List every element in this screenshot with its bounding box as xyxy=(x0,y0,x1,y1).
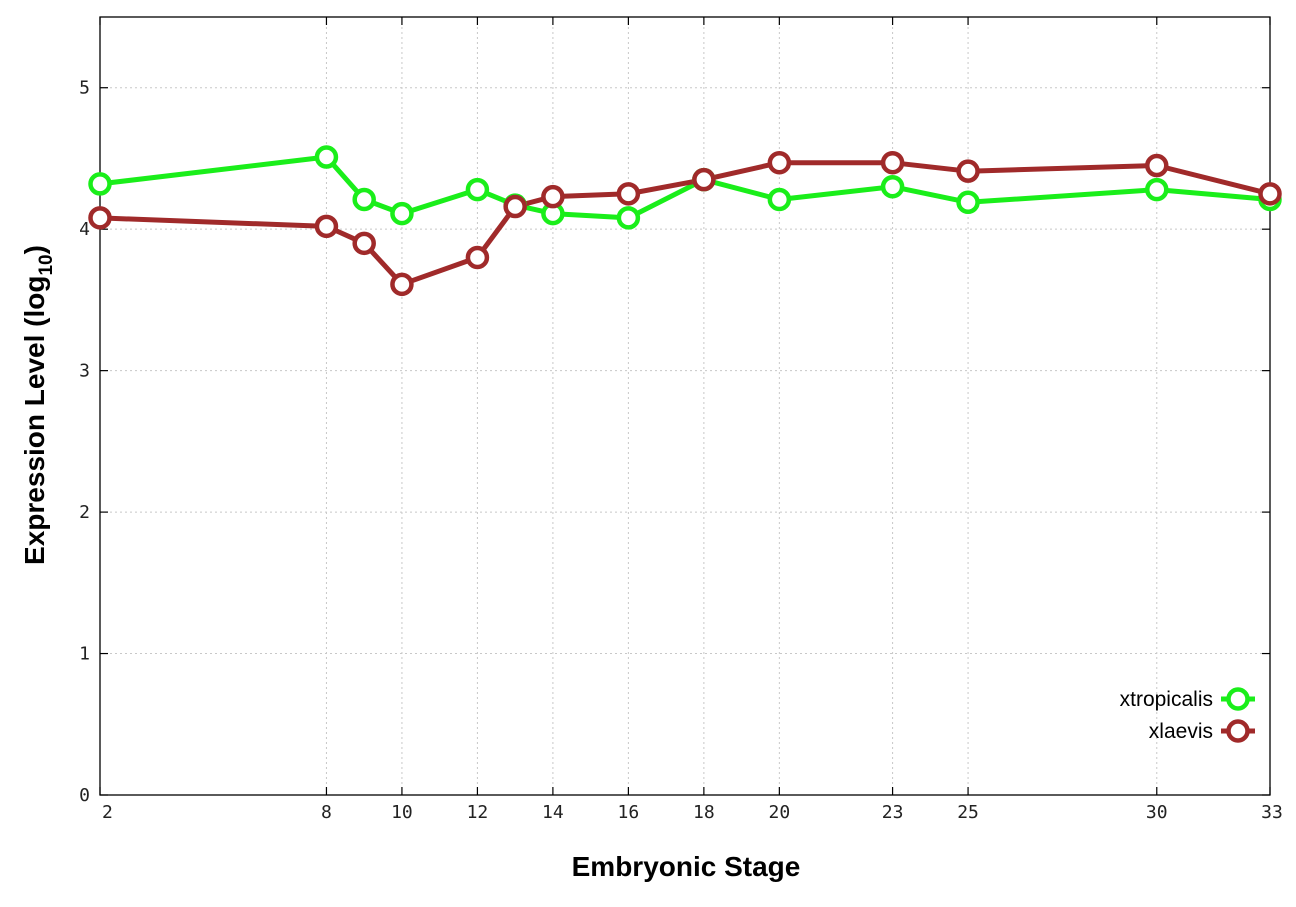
y-tick-label: 0 xyxy=(79,785,90,806)
data-point-xlaevis xyxy=(352,231,376,256)
x-tick-label: 33 xyxy=(1261,802,1283,823)
data-point-xtropicalis xyxy=(314,145,339,169)
data-point-xtropicalis xyxy=(390,201,414,226)
legend-marker-xtropicalis xyxy=(1226,687,1250,711)
plot-frame xyxy=(99,16,1271,796)
x-tick-label: 12 xyxy=(467,802,489,823)
data-point-xlaevis xyxy=(390,272,414,297)
data-point-xtropicalis xyxy=(1145,177,1169,202)
y-axis-title-close: ) xyxy=(19,245,50,254)
y-axis-title-sub: 10 xyxy=(36,254,57,275)
data-point-xtropicalis xyxy=(88,172,112,196)
data-point-xlaevis xyxy=(503,194,527,219)
x-tick-label: 8 xyxy=(321,802,332,823)
series-group xyxy=(88,145,1282,297)
data-point-xlaevis xyxy=(616,182,641,206)
data-point-xlaevis xyxy=(314,214,339,239)
data-point-xlaevis xyxy=(692,167,716,192)
y-tick-label: 4 xyxy=(79,219,90,240)
legend-label-xtropicalis: xtropicalis xyxy=(1120,688,1213,711)
x-tick-label: 20 xyxy=(769,802,791,823)
y-tick-label: 1 xyxy=(79,644,90,665)
data-point-xlaevis xyxy=(88,206,112,230)
x-tick-label: 30 xyxy=(1146,802,1168,823)
data-point-xlaevis xyxy=(541,184,565,209)
legend: xtropicalis xlaevis xyxy=(1120,687,1255,743)
x-tick-label: 10 xyxy=(391,802,413,823)
legend-label-xlaevis: xlaevis xyxy=(1149,720,1213,743)
y-tick-label: 3 xyxy=(79,361,90,382)
data-point-xlaevis xyxy=(767,150,792,175)
data-point-xtropicalis xyxy=(616,206,641,230)
data-point-xlaevis xyxy=(1258,182,1282,206)
data-point-xtropicalis xyxy=(352,187,376,212)
data-point-xtropicalis xyxy=(880,174,905,199)
x-tick-label: 2 xyxy=(102,802,113,823)
data-point-xlaevis xyxy=(880,150,905,175)
data-point-xtropicalis xyxy=(767,187,792,212)
data-point-xlaevis xyxy=(465,245,490,270)
data-point-xtropicalis xyxy=(465,177,490,202)
grid xyxy=(100,17,1270,795)
y-tick-label: 5 xyxy=(79,78,90,99)
x-tick-label: 25 xyxy=(957,802,979,823)
y-axis-title-main: Expression Level (log xyxy=(19,276,50,565)
legend-marker-xlaevis xyxy=(1226,719,1250,743)
y-tick-label: 2 xyxy=(79,502,90,523)
x-tick-label: 18 xyxy=(693,802,715,823)
x-tick-label: 14 xyxy=(542,802,564,823)
x-tick-label: 16 xyxy=(618,802,640,823)
data-point-xtropicalis xyxy=(956,190,980,215)
data-point-xlaevis xyxy=(1145,153,1169,178)
data-point-xlaevis xyxy=(956,159,980,183)
y-axis-title: Expression Level (log10) xyxy=(19,245,57,565)
x-tick-label: 23 xyxy=(882,802,904,823)
x-axis-title: Embryonic Stage xyxy=(572,851,801,882)
axes xyxy=(99,16,1271,796)
series-line-xlaevis xyxy=(97,160,1273,287)
